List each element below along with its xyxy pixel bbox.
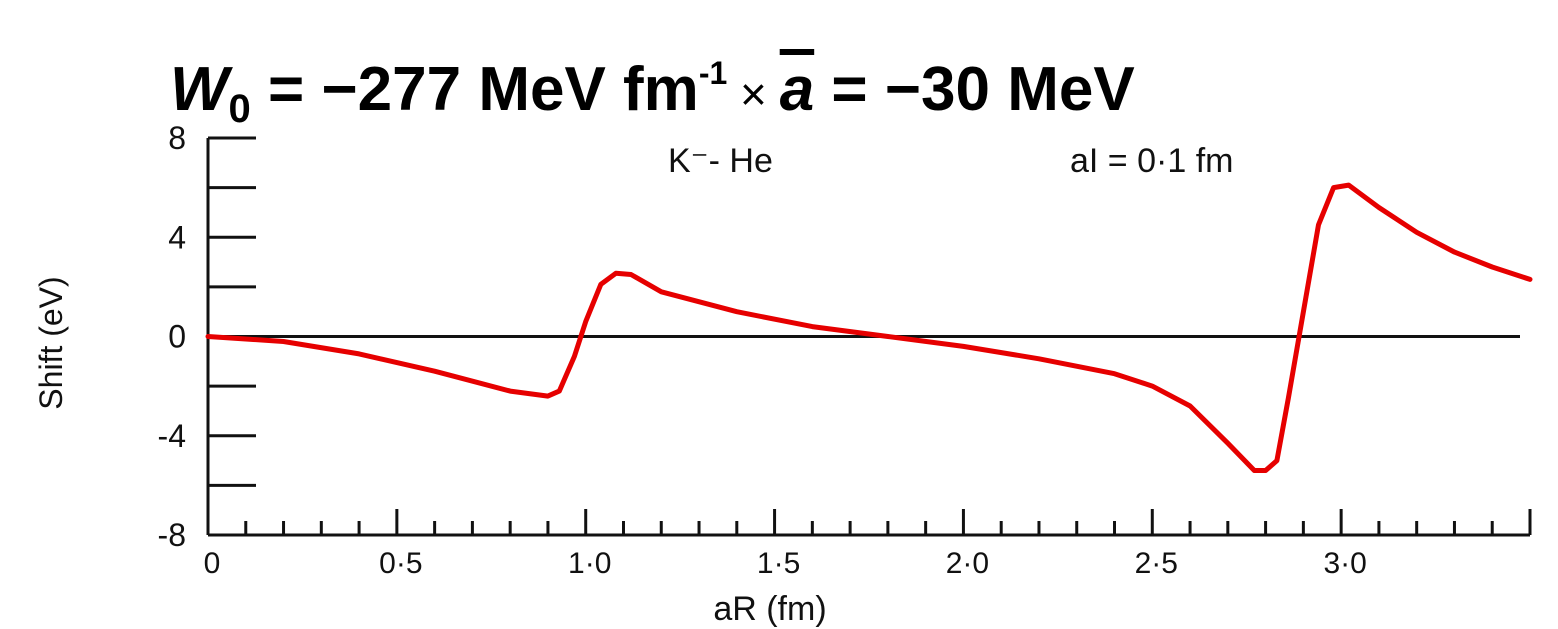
y-tick-label: 8 [168, 120, 186, 156]
x-axis-label: aR (fm) [713, 590, 826, 628]
x-tick-label: 1·5 [757, 547, 800, 580]
y-axis-label: Shift (eV) [33, 276, 69, 409]
y-tick-label: 4 [168, 219, 186, 255]
title-a-bar: a [779, 55, 815, 124]
title-superscript: -1 [698, 55, 728, 91]
y-tick-label: -8 [158, 517, 186, 553]
series-line [205, 182, 1533, 473]
title-variable: W [170, 55, 229, 124]
y-tick-label: 0 [168, 319, 186, 355]
x-tick-label: 1·0 [568, 547, 611, 580]
title-equation-part-2: = −30 MeV [814, 55, 1135, 124]
x-tick-label: 0 [204, 547, 221, 580]
x-tick-label: 0·5 [379, 547, 422, 580]
x-tick-label: 2·5 [1135, 547, 1178, 580]
x-tick-label: 3·0 [1323, 547, 1366, 580]
annotation-k-he: K⁻- He [668, 142, 773, 180]
ticks [206, 136, 1532, 537]
title-times-sign: × [727, 68, 780, 120]
y-tick-label: -4 [158, 418, 186, 454]
title-equation-part-1: = −277 MeV fm [250, 55, 699, 124]
chart-title: W0 = −277 MeV fm-1 × a = −30 MeV [170, 28, 1550, 131]
title-subscript: 0 [228, 87, 251, 131]
annotation-ai: aI = 0·1 fm [1070, 142, 1233, 180]
x-tick-label: 2·0 [946, 547, 989, 580]
tick-labels: 8 4 0 -4 -8 0 0·5 1·0 1·5 2·0 2·5 3·0 [158, 120, 1367, 580]
